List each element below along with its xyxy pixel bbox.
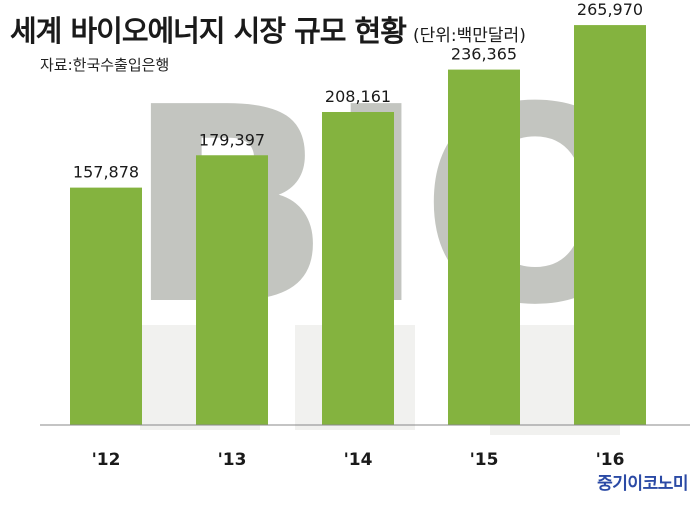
chart-title: 세계 바이오에너지 시장 규모 현황 — [10, 14, 407, 48]
data-label-2: 208,161 — [325, 87, 391, 106]
data-label-1: 179,397 — [199, 130, 265, 149]
bar-1 — [196, 155, 268, 425]
bar-0 — [70, 187, 142, 425]
data-label-3: 236,365 — [451, 45, 517, 64]
category-label-0: '12 — [92, 450, 121, 470]
category-label-3: '15 — [470, 450, 499, 470]
category-label-4: '16 — [596, 450, 625, 470]
bar-2 — [322, 112, 394, 425]
source-label: 자료:한국수출입은행 — [40, 56, 170, 74]
labels-group: 157,878 '12 179,397 '13 208,161 '14 236,365 '15… — [73, 0, 643, 470]
brand-logo: 중기이코노미 — [597, 474, 688, 494]
data-label-4: 265,970 — [577, 0, 643, 19]
category-label-2: '14 — [344, 450, 373, 470]
bar-3 — [448, 69, 520, 426]
category-label-1: '13 — [218, 450, 247, 470]
unit-label: (단위:백만달러) — [413, 26, 526, 46]
bar-4 — [574, 25, 646, 426]
data-label-0: 157,878 — [73, 163, 139, 182]
bars-group — [70, 25, 646, 426]
chart-header: 세계 바이오에너지 시장 규모 현황 (단위:백만달러) — [10, 8, 526, 50]
